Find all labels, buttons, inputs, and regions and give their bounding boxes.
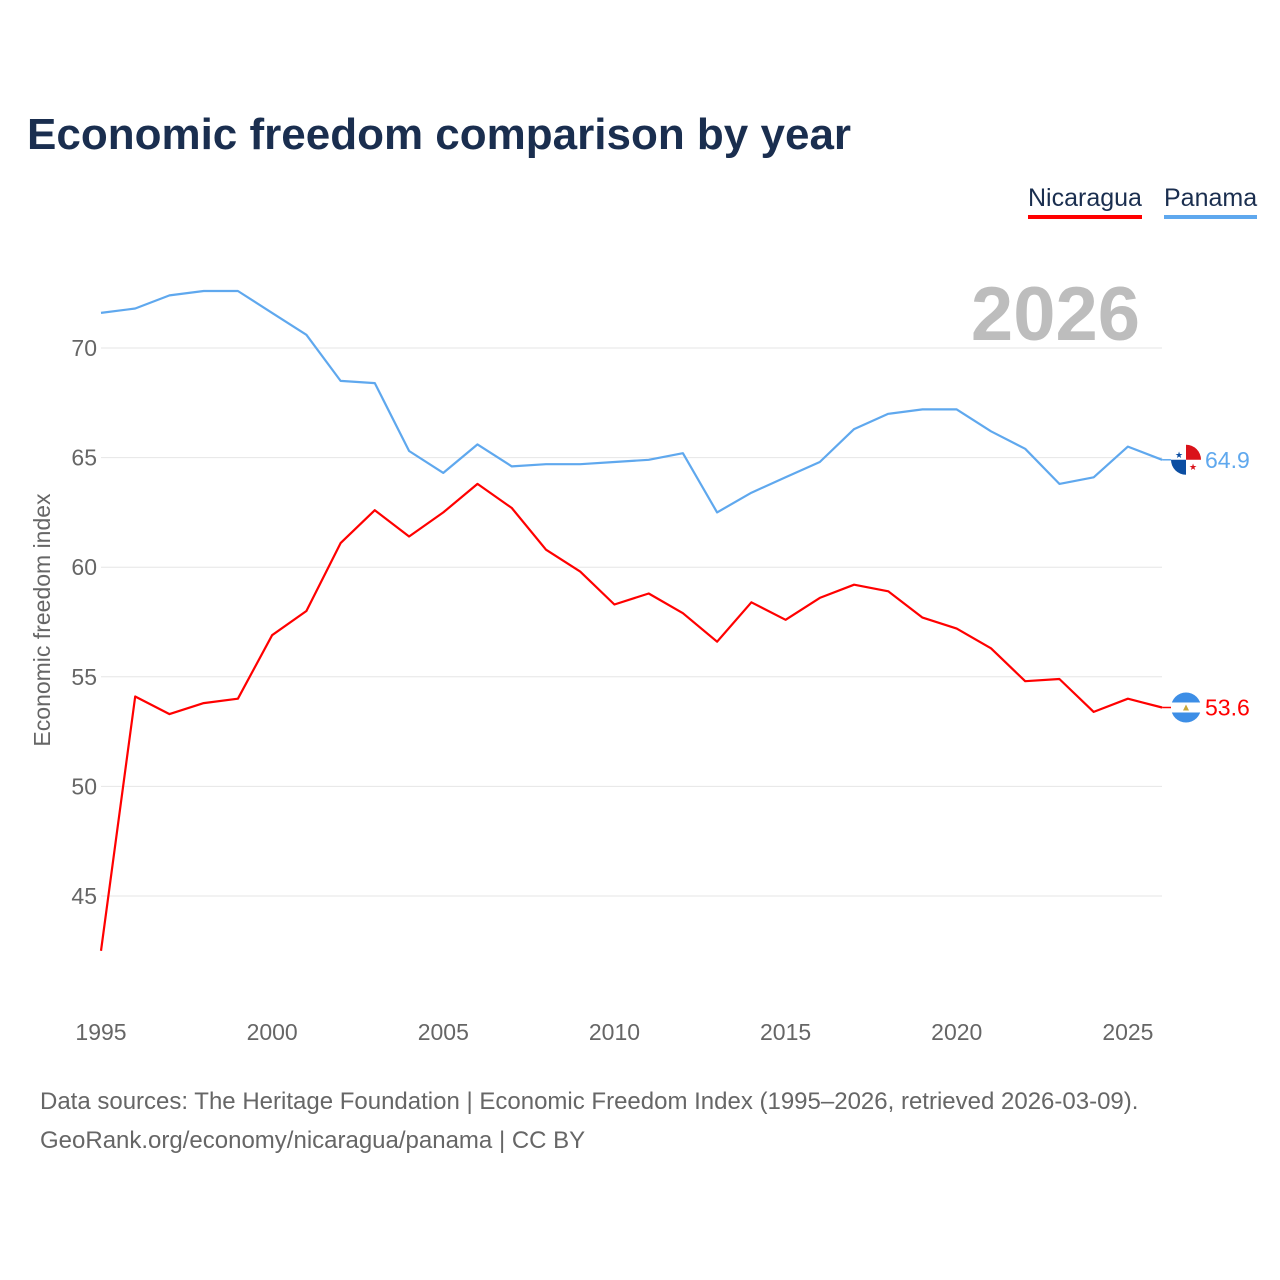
end-value-label: 64.9: [1205, 447, 1250, 473]
x-tick-label: 1995: [75, 1019, 126, 1045]
flag-red: [1186, 444, 1201, 460]
x-tick-label: 2000: [247, 1019, 298, 1045]
flag-blue: [1171, 459, 1186, 475]
legend-panama[interactable]: Panama: [1164, 184, 1258, 219]
flag-emblem: [1183, 704, 1189, 711]
y-tick-label: 45: [71, 883, 97, 909]
series-line-nicaragua: [99, 482, 1163, 951]
end-value-label: 53.6: [1205, 694, 1250, 720]
footer-sources: Data sources: The Heritage Foundation | …: [40, 1088, 1139, 1115]
footer-link[interactable]: GeoRank.org/economy/nicaragua/panama | C…: [40, 1127, 586, 1154]
x-tick-label: 2020: [931, 1019, 982, 1045]
star-icon: ★: [1175, 450, 1183, 460]
star-icon: ★: [1189, 462, 1197, 472]
y-tick-label: 50: [71, 773, 97, 799]
legend-nicaragua[interactable]: Nicaragua: [1028, 184, 1142, 219]
nicaragua-flag-icon: [1171, 692, 1201, 723]
y-tick-label: 70: [71, 335, 97, 361]
x-tick-label: 2025: [1102, 1019, 1153, 1045]
y-tick-label: 60: [71, 554, 97, 580]
series-line-panama: [100, 289, 1163, 514]
year-watermark: 2026: [971, 272, 1140, 357]
x-tick-label: 2005: [418, 1019, 469, 1045]
chart-title: Economic freedom comparison by year: [27, 110, 852, 159]
y-tick-label: 55: [71, 664, 97, 690]
y-axis-label: Economic freedom index: [29, 493, 55, 747]
x-tick-label: 2015: [760, 1019, 811, 1045]
y-tick-label: 65: [71, 445, 97, 471]
panama-flag-icon: ★★: [1171, 444, 1201, 475]
x-tick-label: 2010: [589, 1019, 640, 1045]
